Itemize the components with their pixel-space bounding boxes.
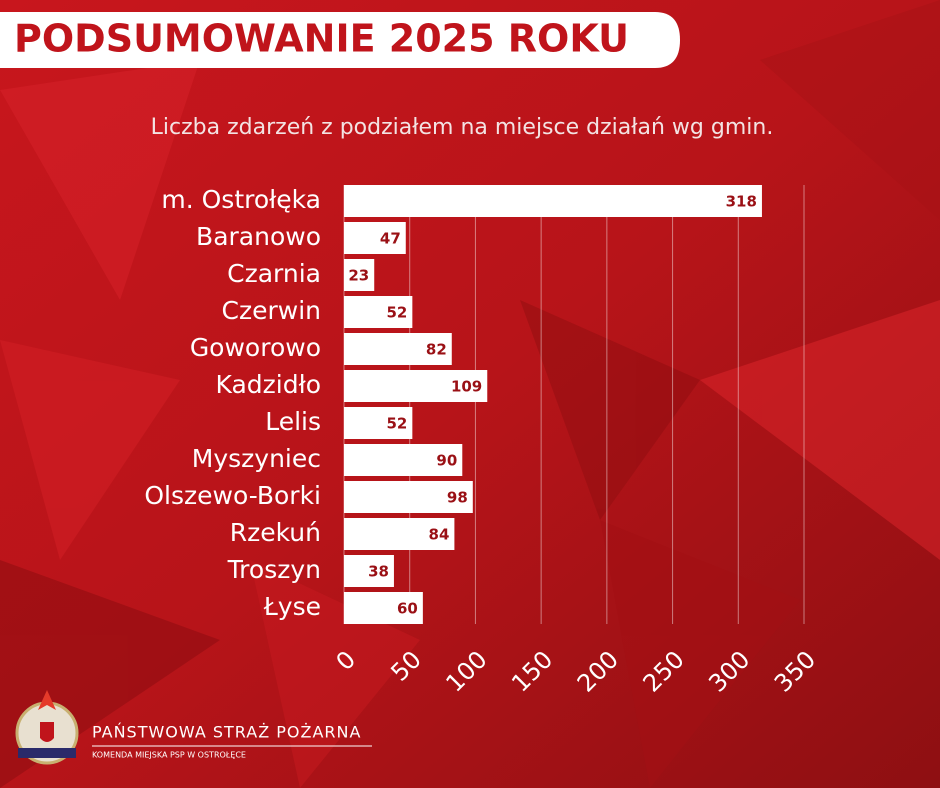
bar [344, 555, 394, 587]
y-tick-label: Rzekuń [230, 518, 321, 547]
data-label: 60 [397, 600, 418, 618]
y-tick-label: Lelis [265, 407, 321, 436]
data-label: 82 [426, 341, 447, 359]
y-tick-label: Olszewo-Borki [144, 481, 321, 510]
y-tick-label: Goworowo [190, 333, 321, 362]
footer-unit: KOMENDA MIEJSKA PSP W OSTROŁĘCE [92, 751, 246, 760]
y-tick-label: Czerwin [222, 296, 321, 325]
chart-title: PODSUMOWANIE 2025 ROKU [14, 17, 629, 61]
y-tick-label: Myszyniec [192, 444, 321, 473]
y-tick-label: Czarnia [227, 259, 321, 288]
y-tick-label: Baranowo [196, 222, 321, 251]
bar [344, 444, 463, 476]
bar [344, 185, 762, 217]
data-label: 38 [368, 563, 389, 581]
data-label: 109 [451, 378, 482, 396]
bar [344, 518, 455, 550]
data-label: 84 [429, 526, 450, 544]
bar [344, 259, 375, 291]
data-label: 52 [386, 304, 407, 322]
data-label: 90 [436, 452, 457, 470]
chart-subtitle: Liczba zdarzeń z podziałem na miejsce dz… [151, 115, 774, 140]
y-tick-label: Łyse [263, 592, 321, 621]
y-tick-label: m. Ostrołęka [161, 185, 321, 214]
y-tick-label: Troszyn [227, 555, 321, 584]
title-box [0, 12, 680, 68]
bar [344, 592, 423, 624]
bar [344, 296, 413, 328]
logo [15, 690, 79, 765]
bar [344, 333, 452, 365]
bar [344, 222, 406, 254]
data-label: 47 [380, 230, 401, 248]
data-label: 318 [726, 193, 757, 211]
bar [344, 370, 488, 402]
data-label: 23 [348, 267, 369, 285]
footer-organization: PAŃSTWOWA STRAŻ POŻARNA [92, 723, 361, 742]
data-label: 98 [447, 489, 468, 507]
data-label: 52 [386, 415, 407, 433]
y-tick-label: Kadzidło [216, 370, 321, 399]
bar [344, 407, 413, 439]
bar [344, 481, 473, 513]
